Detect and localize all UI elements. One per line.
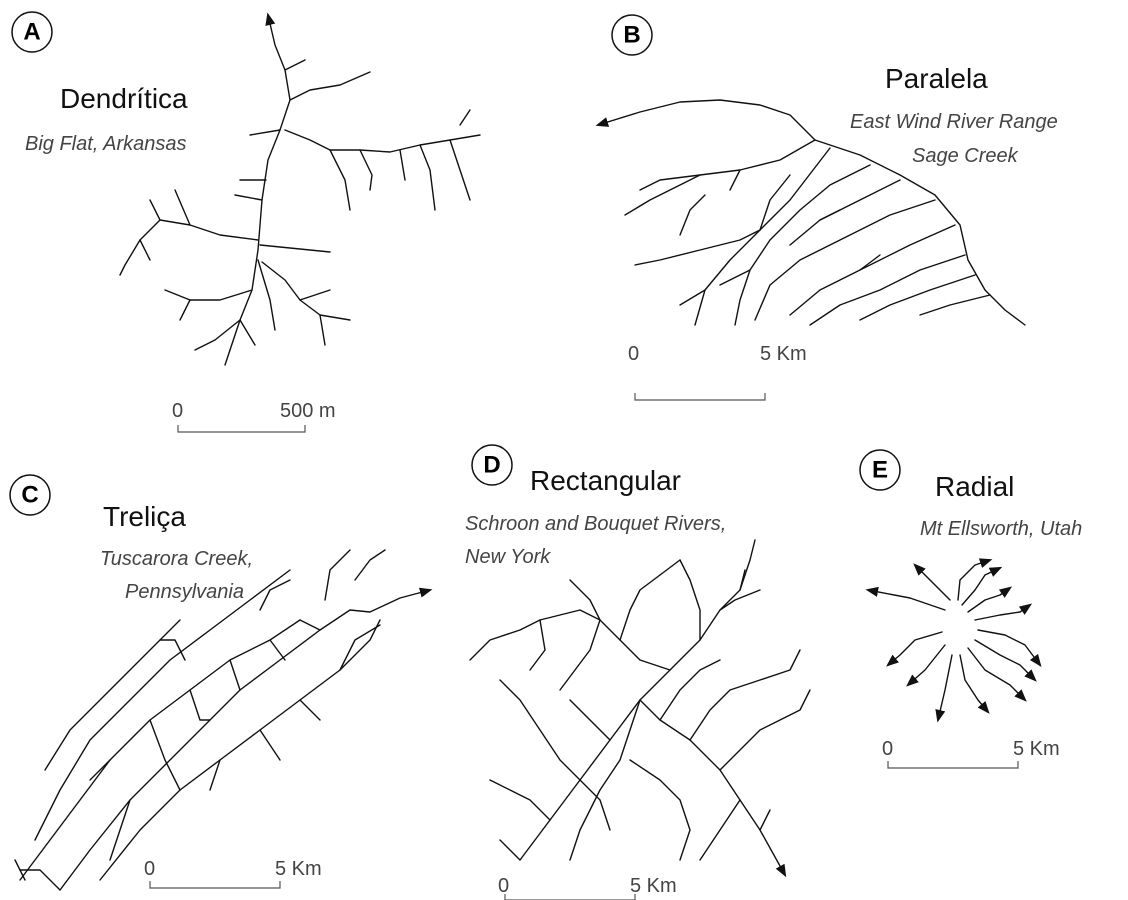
subtitle: Big Flat, Arkansas [25,133,187,155]
scale-label: 0 [172,400,183,422]
title: Dendrítica [60,83,188,114]
scale-label: 5 Km [760,343,807,365]
river-network [469,539,811,878]
panel-e: E Radial Mt Ellsworth, Utah 0 5 Km [859,449,1082,769]
river-network [14,549,433,891]
scale-label: 5 Km [1013,738,1060,760]
scale-label: 0 [144,858,155,880]
scale-bar [504,894,636,900]
title: Rectangular [530,465,681,496]
letter: B [623,21,640,48]
title: Radial [935,471,1014,502]
scale-bar [887,761,1019,769]
scale-bar [149,881,281,889]
title: Treliça [103,501,186,532]
scale-label: 0 [498,875,509,897]
scale-label: 5 Km [630,875,677,897]
scale-label: 0 [882,738,893,760]
panel-d: D Rectangular Schroon and Bouquet Rivers… [465,444,811,900]
river-network [595,99,1026,326]
scale-label: 0 [628,343,639,365]
letter-circle [11,11,53,53]
scale-bar [177,425,306,433]
subtitle: Mt Ellsworth, Utah [920,518,1082,540]
letter-circle [471,444,513,486]
letter: D [483,451,500,478]
river-network [119,12,481,366]
letter-circle [859,449,901,491]
subtitle: Sage Creek [912,145,1019,167]
panel-b: B Paralela East Wind River Range Sage Cr… [595,14,1058,401]
subtitle: New York [465,546,551,568]
panel-a: A Dendrítica Big Flat, Arkansas 0 500 m [11,11,481,433]
title: Paralela [885,63,988,94]
subtitle: Pennsylvania [125,581,244,603]
scale-label: 5 Km [275,858,322,880]
letter-circle [611,14,653,56]
river-network [865,558,1042,723]
panel-c: C Treliça Tuscarora Creek, Pennsylvania … [9,474,433,891]
letter-circle [9,474,51,516]
letter: E [872,456,888,483]
letter: A [23,18,40,45]
letter: C [21,481,38,508]
scale-label: 500 m [280,400,336,422]
subtitle: Tuscarora Creek, [100,548,253,570]
scale-bar [634,393,766,401]
subtitle: Schroon and Bouquet Rivers, [465,513,726,535]
subtitle: East Wind River Range [850,111,1058,133]
